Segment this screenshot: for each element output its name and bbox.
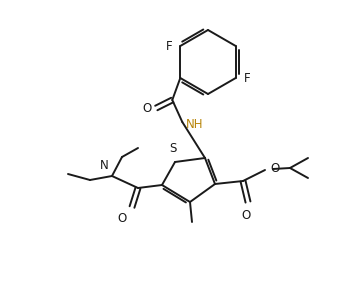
Text: F: F xyxy=(166,40,172,53)
Text: O: O xyxy=(270,162,279,175)
Text: N: N xyxy=(100,159,109,172)
Text: NH: NH xyxy=(186,117,204,130)
Text: S: S xyxy=(169,142,177,155)
Text: O: O xyxy=(118,212,127,225)
Text: F: F xyxy=(244,71,250,85)
Text: O: O xyxy=(241,209,251,222)
Text: O: O xyxy=(142,101,151,114)
